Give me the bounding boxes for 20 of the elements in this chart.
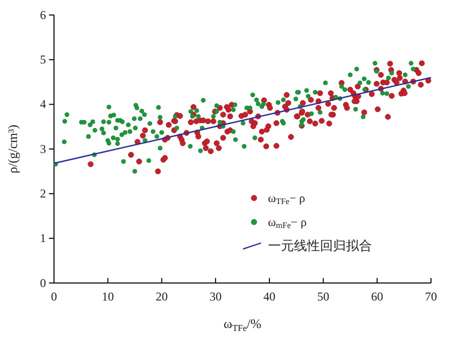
legend-label: ω$_{TFe}$− ρ (268, 191, 306, 206)
x-tick-label: 50 (317, 290, 330, 304)
x-tick-label: 60 (371, 290, 384, 304)
y-tick-label: 3 (40, 142, 46, 156)
y-tick-label: 2 (40, 186, 46, 201)
x-tick-label: 20 (156, 290, 168, 304)
x-tick-label: 30 (210, 290, 222, 304)
y-tick-label: 5 (40, 52, 46, 67)
y-tick-label: 1 (40, 231, 46, 246)
x-tick-label: 0 (51, 290, 57, 304)
y-tick-label: 0 (40, 276, 46, 290)
y-axis-title: ρ/(g/cm³) (5, 124, 20, 174)
x-tick-label: 10 (102, 290, 114, 304)
legend-label: ω$_{mFe}$− ρ (268, 215, 307, 230)
x-tick-label: 70 (425, 290, 437, 304)
y-tick-label: 4 (40, 97, 46, 112)
x-tick-label: 40 (263, 290, 276, 304)
y-tick-label: 6 (40, 8, 46, 22)
legend-label: 一元线性回归拟合 (268, 239, 372, 254)
x-axis-title: ω$_{TFe}$/% (224, 316, 262, 333)
